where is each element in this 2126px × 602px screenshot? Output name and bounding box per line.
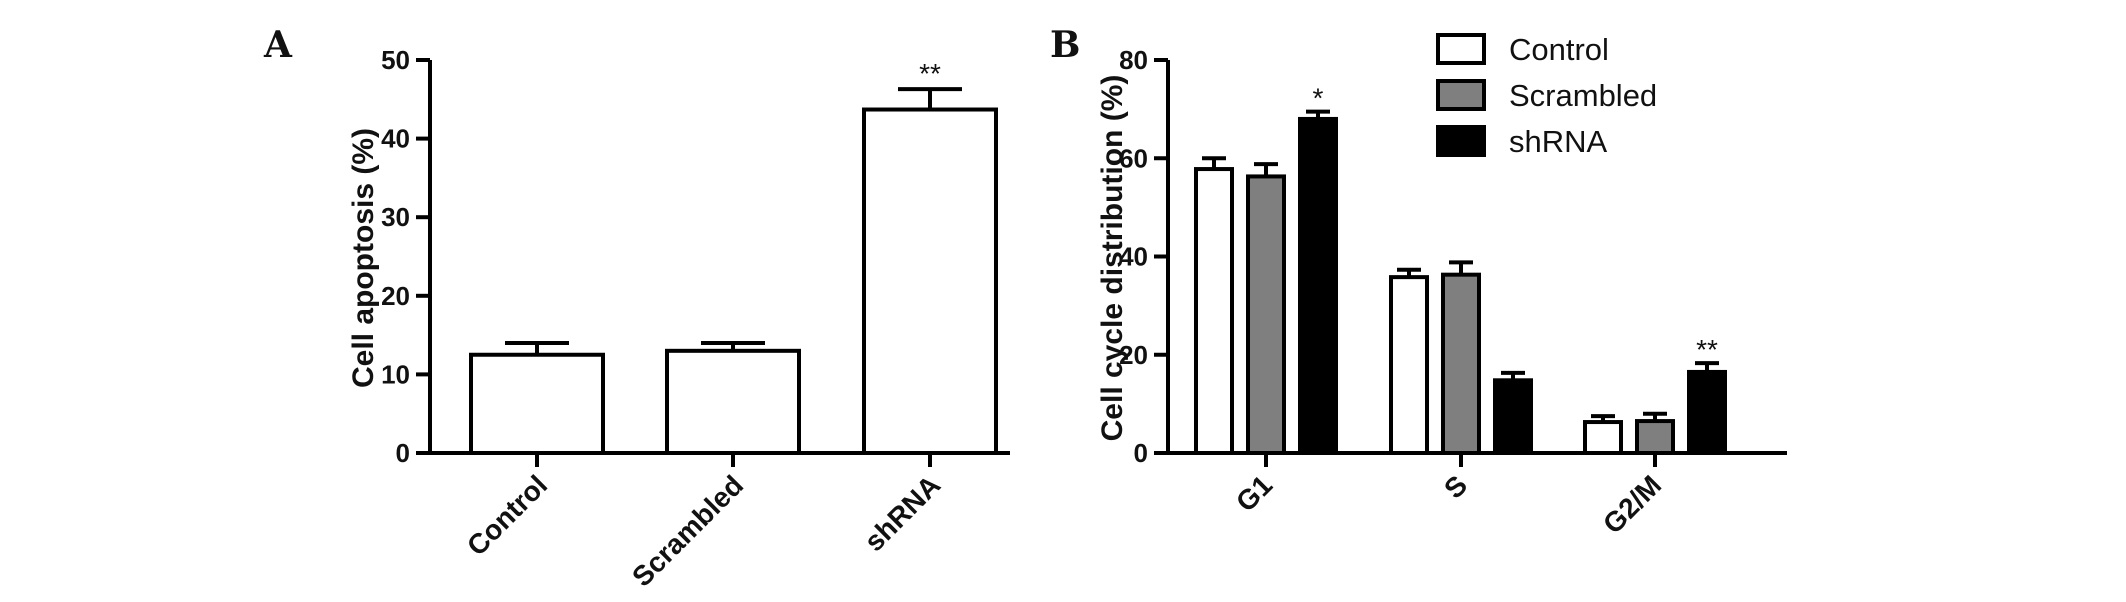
panel-b-bar: [1246, 174, 1286, 456]
panel-b-bar: [1389, 275, 1429, 455]
legend-swatch-control: [1436, 33, 1486, 65]
panel-b-y-tick-label: 80: [1119, 45, 1148, 75]
panel-b-bar: [1493, 378, 1533, 456]
legend-swatch-shrna: [1436, 125, 1486, 157]
panel-a-y-tick-label: 30: [381, 202, 410, 232]
legend-label-scrambled: Scrambled: [1509, 78, 1657, 113]
panel-a-bar: [469, 352, 605, 455]
panel-a-y-tick-label: 10: [381, 359, 410, 389]
panel-b-y-tick-label: 40: [1119, 242, 1148, 272]
panel-b-chart: B Cell cycle distribution (%) 0 20 40 60 80 *…: [1050, 24, 1787, 540]
panel-a-chart: A Cell apoptosis (%) 0 10 20 30 40 50 Control S…: [263, 24, 1010, 592]
legend-label-control: Control: [1509, 32, 1609, 67]
panel-b-y-axis-label: Cell cycle distribution (%): [1096, 75, 1129, 442]
panel-a-category-label: Scrambled: [626, 469, 749, 592]
panel-b-y-tick-label: 60: [1119, 143, 1148, 173]
panel-b-bar: [1194, 167, 1234, 455]
panel-a-y-tick-label: 20: [381, 281, 410, 311]
panel-b-significance-label: *: [1313, 83, 1324, 114]
panel-b-bar: [1298, 116, 1338, 455]
panel-b-bar: [1441, 272, 1481, 455]
panel-a-significance-label: **: [919, 58, 941, 89]
panel-b-bar: [1687, 369, 1727, 456]
panel-b-y-tick-label: 0: [1134, 438, 1148, 468]
panel-a-category-label: shRNA: [858, 469, 946, 557]
panel-b-bar: [1583, 420, 1623, 455]
legend-swatch-scrambled: [1436, 79, 1486, 111]
panel-a-category-label: Control: [461, 469, 553, 561]
panel-a-y-axis-label: Cell apoptosis (%): [347, 128, 380, 388]
panel-b-legend: Control Scrambled shRNA: [1436, 32, 1657, 159]
panel-b-bar: [1635, 419, 1675, 456]
panel-a-y-tick-label: 40: [381, 124, 410, 154]
panel-b-category-label: S: [1438, 469, 1473, 504]
panel-a-letter: A: [263, 24, 293, 66]
panel-b-significance-label: **: [1696, 334, 1718, 365]
panel-b-category-label: G2/M: [1597, 469, 1667, 539]
panel-b-category-label: G1: [1230, 469, 1278, 517]
panel-a-bar: [665, 348, 801, 456]
panel-b-y-tick-label: 20: [1119, 340, 1148, 370]
panel-a-y-tick-label: 0: [396, 438, 410, 468]
panel-a-y-tick-label: 50: [381, 45, 410, 75]
panel-b-letter: B: [1050, 24, 1080, 66]
legend-label-shrna: shRNA: [1509, 124, 1608, 159]
panel-a-bar: [862, 107, 998, 455]
